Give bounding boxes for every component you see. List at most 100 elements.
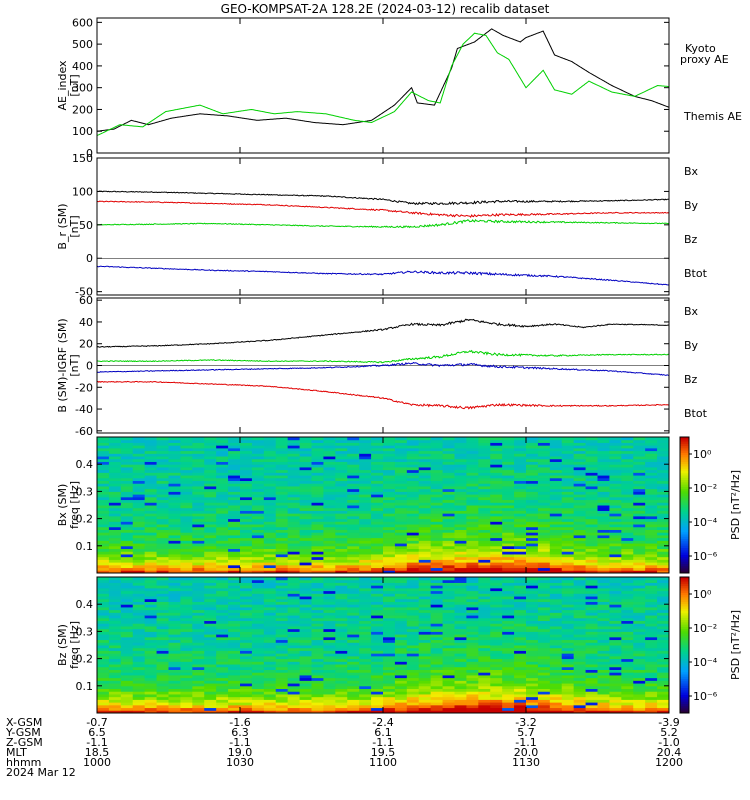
spectrogram-cell [287, 477, 301, 482]
spectrogram-cell [406, 458, 420, 462]
spectrogram-cell [585, 458, 598, 462]
spectrogram-cell [311, 537, 324, 541]
spectrogram-cell [108, 636, 122, 641]
spectrogram-cell [132, 593, 146, 597]
spectrogram-cell [549, 606, 563, 611]
spectrogram-cell [585, 593, 598, 597]
spectrogram-cell [430, 570, 444, 574]
spectrogram-cell [359, 653, 372, 657]
spectrogram-cell [192, 515, 205, 520]
spectrogram-cell [132, 458, 146, 462]
spectrogram-cell [251, 453, 265, 457]
spectrogram-cell [275, 606, 289, 611]
spectrogram-cell [585, 601, 598, 605]
spectrogram-cell [263, 628, 277, 632]
spectrogram-cell [144, 445, 158, 449]
spectrogram-cell [454, 507, 467, 511]
spectrogram-cell [394, 513, 408, 517]
spectrogram-cell [537, 524, 551, 528]
spectrogram-cell [442, 710, 455, 714]
spectrogram-cell [168, 488, 181, 492]
spectrogram-cell [394, 612, 408, 616]
spectrogram-cell [430, 642, 444, 646]
spectrogram-cell [132, 642, 146, 646]
spectrogram-cell [216, 518, 229, 522]
spectrogram-cell [335, 672, 348, 676]
spectrogram-cell [275, 664, 289, 668]
spectrogram-cell [430, 609, 444, 613]
spectrogram-cell [263, 674, 277, 679]
spectrogram-cell [156, 464, 169, 468]
spectrogram-cell [537, 587, 551, 592]
spectrogram-cell [120, 653, 134, 657]
spectrogram-cell [228, 707, 241, 711]
spectrogram-cell [240, 664, 253, 668]
spectrogram-cell [180, 658, 193, 662]
spectrogram-cell [514, 625, 527, 630]
spectrogram-cell [621, 450, 634, 454]
spectrogram-cell [204, 623, 217, 627]
spectrogram-cell [240, 524, 253, 528]
spectrogram-cell [156, 537, 169, 541]
spectrogram-cell [275, 483, 289, 487]
spectrogram-cell [108, 442, 122, 446]
spectrogram-cell [526, 582, 539, 586]
spectrogram-cell [97, 494, 110, 498]
spectrogram-cell [406, 494, 420, 498]
spectrogram-cell [442, 615, 455, 619]
spectrogram-cell [192, 466, 205, 471]
spectrogram-cell [144, 707, 158, 711]
spectrogram-cell [526, 704, 539, 709]
spectrogram-cell [514, 505, 527, 509]
spectrogram-cell [537, 559, 551, 563]
spectrogram-cell [383, 491, 396, 495]
spectrogram-cell [108, 658, 122, 662]
spectrogram-cell [97, 661, 110, 665]
spectrogram-cell [466, 475, 479, 479]
colorbar-segment [680, 439, 689, 443]
spectrogram-cell [263, 532, 277, 536]
spectrogram-cell [609, 570, 622, 574]
spectrogram-cell [561, 456, 575, 460]
spectrogram-cell [561, 472, 575, 476]
spectrogram-cell [359, 658, 372, 662]
colorbar-segment [680, 471, 689, 474]
spectrogram-cell [537, 491, 551, 495]
spectrogram-cell [120, 545, 134, 550]
spectrogram-cell [633, 491, 646, 495]
spectrogram-cell [514, 606, 527, 611]
spectrogram-cell [156, 496, 169, 501]
spectrogram-cell [263, 702, 277, 706]
spectrogram-cell [454, 677, 467, 681]
spectrogram-cell [478, 590, 491, 594]
spectrogram-cell [192, 453, 205, 457]
spectrogram-cell [120, 636, 134, 641]
spectrogram-cell [359, 601, 372, 605]
spectrogram-cell [180, 653, 193, 657]
spectrogram-cell [418, 494, 432, 498]
spectrogram-cell [275, 564, 289, 569]
spectrogram-cell [442, 485, 455, 490]
spectrogram-cell [573, 683, 587, 687]
spectrogram-cell [549, 590, 563, 594]
spectrogram-cell [609, 505, 622, 509]
spectrogram-cell [299, 491, 312, 495]
spectrogram-cell [192, 461, 205, 465]
spectrogram-cell [311, 570, 324, 574]
spectrogram-cell [97, 609, 110, 613]
spectrogram-cell [573, 615, 587, 619]
spectrogram-cell [502, 672, 515, 676]
spectrogram-cell [120, 585, 134, 589]
spectrogram-cell [442, 642, 455, 646]
spectrogram-cell [359, 445, 372, 449]
spectrogram-cell [251, 524, 265, 528]
spectrogram-cell [514, 593, 527, 597]
spectrogram-cell [371, 450, 384, 454]
spectrogram-cell [442, 464, 455, 468]
spectrogram-cell [204, 606, 217, 611]
spectrogram-cell [251, 543, 265, 547]
spectrogram-cell [287, 447, 301, 452]
spectrogram-cell [228, 587, 241, 592]
spectrogram-cell [633, 450, 646, 454]
